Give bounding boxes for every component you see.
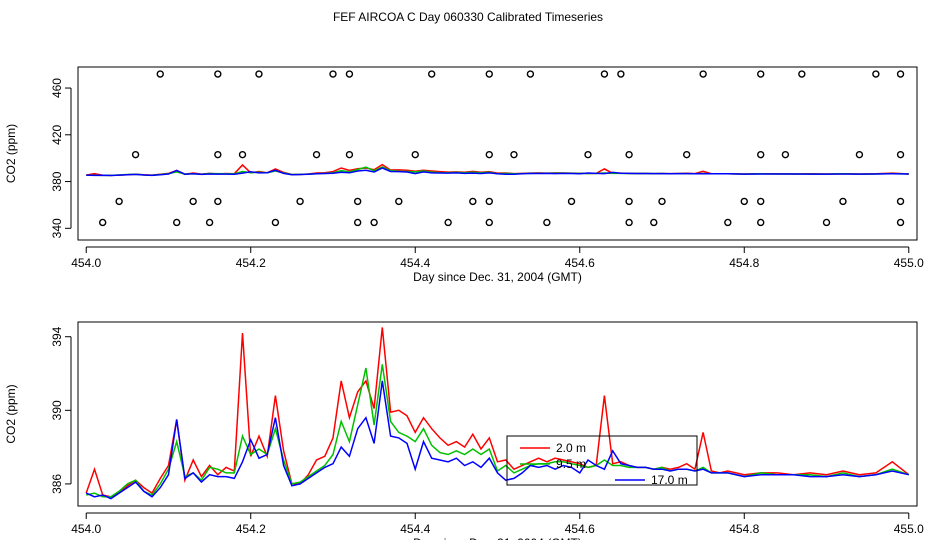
x-tick-label: 454.4 xyxy=(400,522,430,536)
scatter-point xyxy=(757,197,765,206)
x-tick-label: 454.2 xyxy=(236,522,266,536)
scatter-point xyxy=(312,150,321,159)
scatter-point xyxy=(98,218,107,227)
scatter-point xyxy=(173,218,181,227)
legend-label: 2.0 m xyxy=(556,441,586,455)
scatter-point xyxy=(781,150,790,159)
scatter-point xyxy=(214,197,222,206)
y-tick-label: 340 xyxy=(50,218,64,238)
x-tick-label: 454.6 xyxy=(565,256,595,270)
x-tick-label: 454.8 xyxy=(729,522,759,536)
scatter-point xyxy=(600,70,609,78)
scatter-point xyxy=(345,150,354,159)
scatter-point xyxy=(370,218,378,227)
scatter-point xyxy=(839,197,847,206)
y-tick-label: 390 xyxy=(50,400,64,420)
scatter-point xyxy=(650,218,658,227)
plot-frame xyxy=(77,66,918,241)
scatter-point xyxy=(510,150,518,159)
scatter-point xyxy=(485,197,493,206)
series-line-2 xyxy=(85,380,909,500)
scatter-point xyxy=(469,197,477,206)
scatter-point xyxy=(156,70,164,78)
y-tick-label: 380 xyxy=(50,171,64,191)
scatter-point xyxy=(740,197,748,206)
scatter-point xyxy=(896,218,905,227)
scatter-point xyxy=(625,218,633,227)
scatter-point xyxy=(526,70,535,78)
scatter-point xyxy=(724,218,732,227)
figure-title: FEF AIRCOA C Day 060330 Calibrated Times… xyxy=(333,10,603,24)
scatter-point xyxy=(699,70,707,78)
scatter-point xyxy=(682,150,691,159)
legend-box xyxy=(506,435,698,486)
scatter-point xyxy=(658,197,666,206)
y-axis-label: CO2 (ppm) xyxy=(4,124,18,183)
scatter-point xyxy=(427,70,436,78)
scatter-point xyxy=(353,197,362,206)
series-line-1 xyxy=(86,364,910,498)
x-tick-label: 454.0 xyxy=(71,522,101,536)
bottom-panel: 454.0 454.2 454.4 454.6 454.8 455.0 Day since … xyxy=(4,321,924,540)
scatter-point xyxy=(255,70,263,78)
scatter-point xyxy=(115,197,123,206)
scatter-point xyxy=(757,70,765,78)
y-tick-label: 394 xyxy=(50,326,64,346)
scatter-point xyxy=(329,70,337,78)
scatter-point xyxy=(485,70,493,78)
scatter-point xyxy=(896,197,905,206)
series-line-0 xyxy=(85,327,910,498)
x-tick-label: 454.6 xyxy=(565,522,595,536)
scatter-point xyxy=(617,70,625,78)
scatter-point xyxy=(345,70,354,78)
x-axis-label: Day since Dec. 31, 2004 (GMT) xyxy=(413,270,582,284)
scatter-point xyxy=(543,218,551,227)
legend: 2.0 m 9.5 m 17.0 m xyxy=(506,435,698,487)
plot-frame xyxy=(77,321,918,507)
scatter-point xyxy=(395,197,403,206)
scatter-point xyxy=(625,197,633,206)
y-tick-label: 420 xyxy=(50,124,64,144)
scatter-point xyxy=(296,197,304,206)
scatter-point xyxy=(485,218,493,227)
scatter-point xyxy=(896,150,905,159)
scatter-point xyxy=(872,70,880,78)
top-panel: 454.0 454.2 454.4 454.6 454.8 455.0 Day since … xyxy=(4,66,924,284)
scatter-point xyxy=(757,218,765,227)
scatter-point xyxy=(214,70,222,78)
scatter-point xyxy=(189,197,197,206)
scatter-point xyxy=(238,150,247,159)
x-tick-label: 455.0 xyxy=(894,522,924,536)
scatter-point xyxy=(214,150,222,159)
x-tick-label: 454.8 xyxy=(729,256,759,270)
legend-label: 9.5 m xyxy=(556,457,586,471)
x-axis-label: Day since Dec. 31, 2004 (GMT) xyxy=(413,536,582,540)
scatter-point xyxy=(131,150,140,159)
scatter-point xyxy=(896,70,905,78)
x-tick-label: 454.0 xyxy=(71,256,101,270)
scatter-point xyxy=(798,70,806,78)
legend-label: 17.0 m xyxy=(651,473,688,487)
scatter-point xyxy=(271,218,280,227)
y-tick-label: 460 xyxy=(50,78,64,98)
scatter-point xyxy=(567,197,576,206)
scatter-point xyxy=(625,150,633,159)
y-axis-label: CO2 (ppm) xyxy=(4,384,18,443)
x-tick-label: 454.4 xyxy=(400,256,430,270)
scatter-point xyxy=(855,150,864,159)
scatter-point xyxy=(411,150,419,159)
x-tick-label: 455.0 xyxy=(894,256,924,270)
scatter-point xyxy=(485,150,493,159)
scatter-point xyxy=(353,218,362,227)
y-tick-label: 386 xyxy=(50,474,64,494)
x-tick-label: 454.2 xyxy=(236,256,266,270)
scatter-point xyxy=(757,150,765,159)
scatter-point xyxy=(444,218,452,227)
scatter-point xyxy=(205,218,214,227)
scatter-point xyxy=(822,218,831,227)
scatter-point xyxy=(584,150,592,159)
series-line-top-2 xyxy=(86,167,909,177)
